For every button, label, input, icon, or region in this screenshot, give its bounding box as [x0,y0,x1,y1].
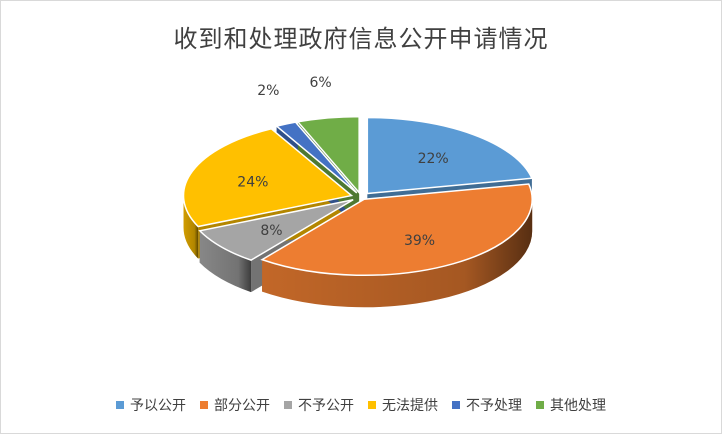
legend-item-3: 不予公开 [284,395,354,415]
legend-item-6: 其他处理 [536,395,606,415]
legend-swatch [452,401,460,409]
legend-item-2: 部分公开 [200,395,270,415]
slice-3 [198,199,354,261]
slice-4-side-shade [183,195,199,259]
slice-2-side-shade [262,199,533,308]
legend-label: 予以公开 [130,398,186,414]
slice-4 [182,127,354,228]
slice-2 [260,183,533,277]
slice-5 [274,121,358,194]
chart-title: 收到和处理政府信息公开申请情况 [173,25,549,53]
legend-swatch [200,401,208,409]
data-label-6: 6% [310,75,332,91]
legend-label: 部分公开 [214,398,270,414]
legend-label: 无法提供 [382,398,438,414]
legend-label: 其他处理 [550,398,606,414]
legend-item-4: 无法提供 [368,395,438,415]
slice-1 [366,116,534,195]
slice-3-side-shade [199,230,252,293]
legend-swatch [116,401,124,409]
legend-swatch [284,401,292,409]
legend-swatch [536,401,544,409]
legend-item-5: 不予处理 [452,395,522,415]
legend: 予以公开 部分公开 不予公开 无法提供 不予处理 其他处理 [1,395,721,415]
legend-label: 不予处理 [466,398,522,414]
legend-item-1: 予以公开 [116,395,186,415]
slice-6 [296,115,360,195]
data-label-2: 39% [404,233,435,249]
legend-swatch [368,401,376,409]
data-label-1: 22% [418,151,449,167]
data-label-3: 8% [260,223,282,239]
data-label-5: 2% [257,83,279,99]
data-label-4: 24% [237,174,268,190]
legend-label: 不予公开 [298,398,354,414]
